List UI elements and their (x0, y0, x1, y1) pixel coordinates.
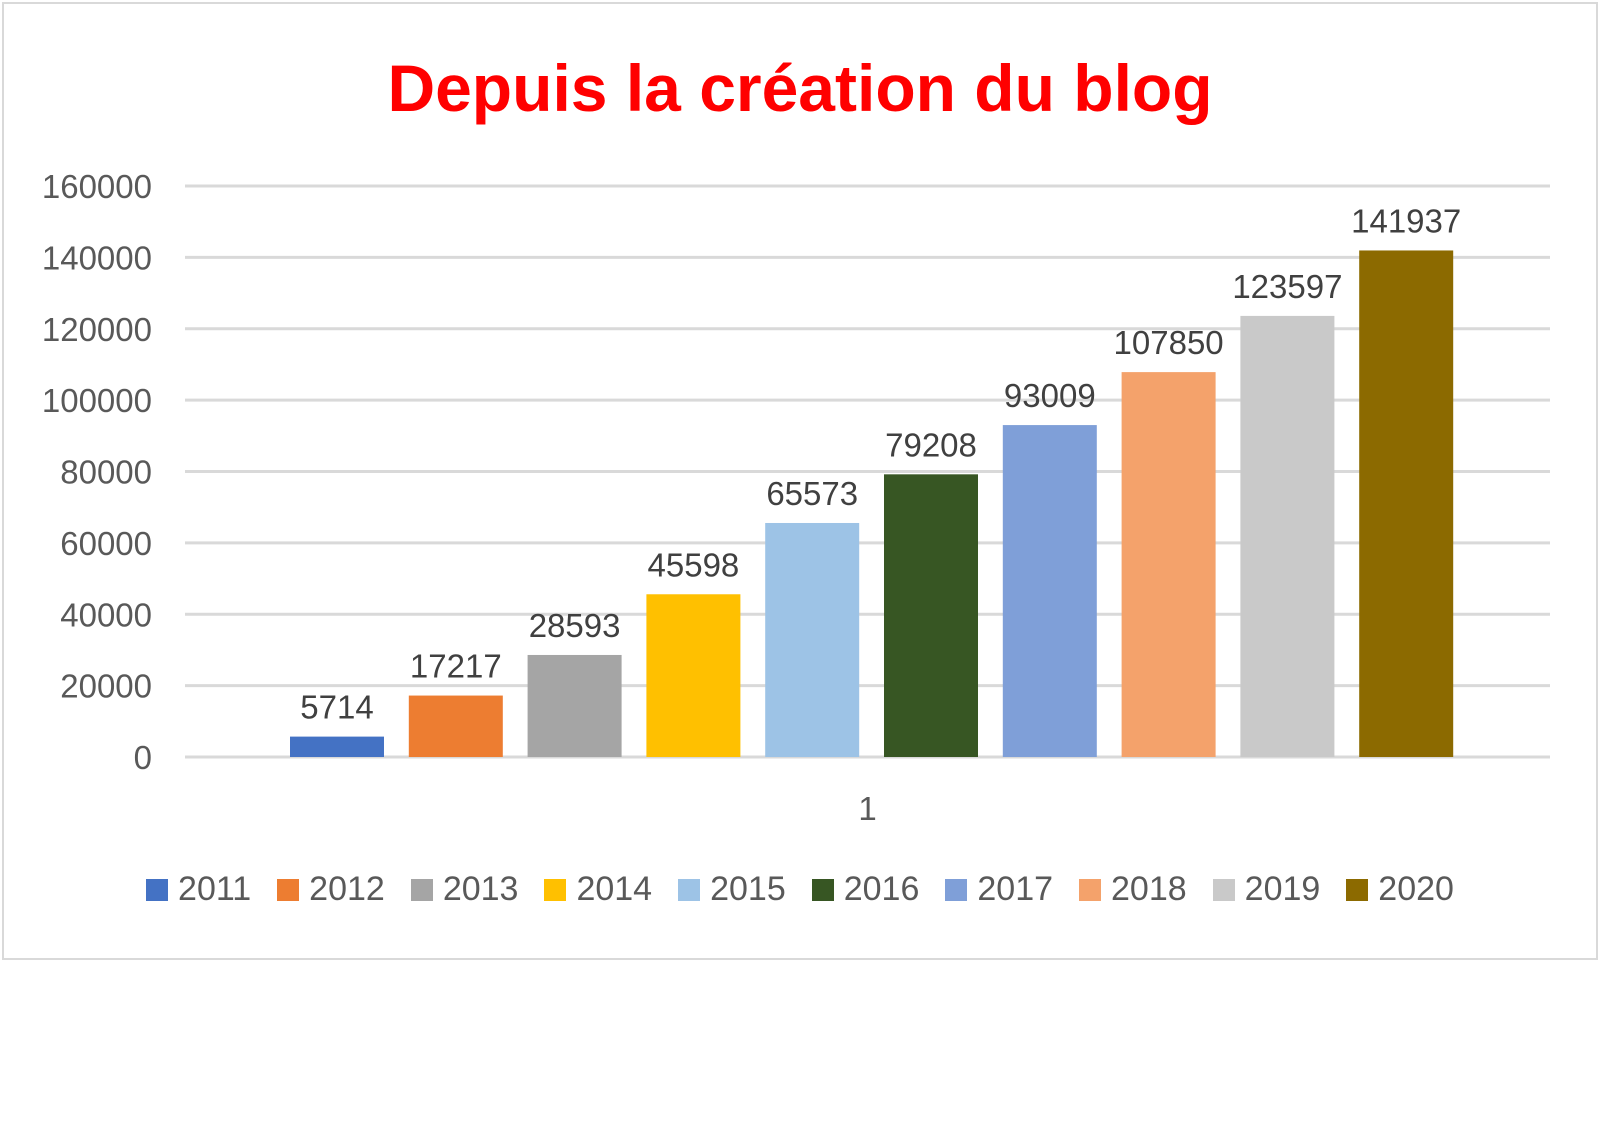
bar-2011 (290, 736, 384, 757)
y-tick-label: 100000 (42, 382, 152, 419)
legend-swatch (544, 878, 567, 901)
bar-2018 (1121, 372, 1216, 757)
legend-swatch (410, 878, 433, 901)
data-label-2013: 28593 (529, 607, 621, 644)
data-label-2015: 65573 (766, 475, 858, 512)
legend-item-2013: 2013 (410, 870, 519, 909)
chart-title: Depuis la création du blog (387, 51, 1213, 125)
y-axis-ticks: 0 20000 40000 60000 80000 100000 120000 140000 1… (42, 168, 152, 776)
x-tick-label: 1 (858, 790, 876, 827)
y-tick-label: 160000 (42, 168, 152, 205)
legend-swatch (146, 878, 169, 901)
legend-label: 2015 (710, 870, 786, 908)
y-tick-label: 0 (134, 739, 152, 776)
y-tick-label: 120000 (42, 311, 152, 348)
legend-swatch (1212, 878, 1235, 901)
data-label-2020: 141937 (1351, 202, 1461, 239)
data-label-2011: 5714 (300, 689, 373, 726)
legend-item-2018: 2018 (1079, 870, 1187, 909)
bar-2015 (765, 522, 860, 757)
bar-2017 (1002, 425, 1097, 757)
data-label-2016: 79208 (885, 426, 977, 463)
y-tick-label: 140000 (42, 239, 152, 276)
bar-chart: 0 20000 40000 60000 80000 100000 120000 140000 1… (42, 168, 1550, 827)
bar-2012 (408, 695, 503, 757)
y-tick-label: 80000 (60, 454, 152, 491)
legend-label: 2012 (309, 870, 385, 908)
legend-label: 2014 (576, 870, 653, 908)
gridlines (185, 184, 1550, 759)
legend-item-2011: 2011 (146, 870, 251, 909)
y-tick-label: 60000 (60, 525, 152, 562)
bar-2019 (1240, 315, 1335, 757)
legend-label: 2016 (843, 870, 920, 908)
data-labels: 5714 17217 28593 45598 65573 79208 93009 107850… (300, 202, 1461, 725)
bar-2014 (646, 594, 741, 757)
legend-item-2017: 2017 (945, 870, 1053, 909)
legend-label: 2017 (977, 870, 1054, 908)
legend-item-2015: 2015 (678, 870, 786, 909)
legend-item-2014: 2014 (544, 870, 652, 909)
legend-label: 2020 (1378, 870, 1454, 908)
data-label-2019: 123597 (1232, 268, 1342, 305)
legend-swatch (1346, 878, 1369, 901)
y-tick-label: 40000 (60, 596, 152, 633)
legend-label: 2018 (1111, 870, 1187, 908)
legend-swatch (1079, 878, 1102, 901)
legend: 2011 2012 2013 2014 2015 2016 2017 2018 2019 2020 (0, 870, 1600, 909)
legend-item-2020: 2020 (1346, 870, 1454, 909)
legend-swatch (811, 878, 834, 901)
legend-label: 2011 (178, 870, 252, 908)
bars (290, 250, 1454, 757)
data-label-2017: 93009 (1004, 377, 1096, 414)
legend-label: 2019 (1244, 870, 1321, 908)
data-label-2012: 17217 (410, 648, 502, 685)
legend-swatch (678, 878, 701, 901)
bar-2020 (1359, 250, 1454, 757)
legend-item-2016: 2016 (811, 870, 920, 909)
data-label-2018: 107850 (1114, 324, 1224, 361)
legend-label: 2013 (442, 870, 519, 908)
data-label-2014: 45598 (648, 546, 740, 583)
bar-2016 (884, 474, 978, 757)
legend-swatch (277, 878, 300, 901)
y-tick-label: 20000 (60, 668, 152, 705)
legend-item-2019: 2019 (1212, 870, 1321, 909)
legend-item-2012: 2012 (277, 870, 385, 909)
bar-2013 (527, 654, 622, 757)
legend-swatch (945, 878, 968, 901)
